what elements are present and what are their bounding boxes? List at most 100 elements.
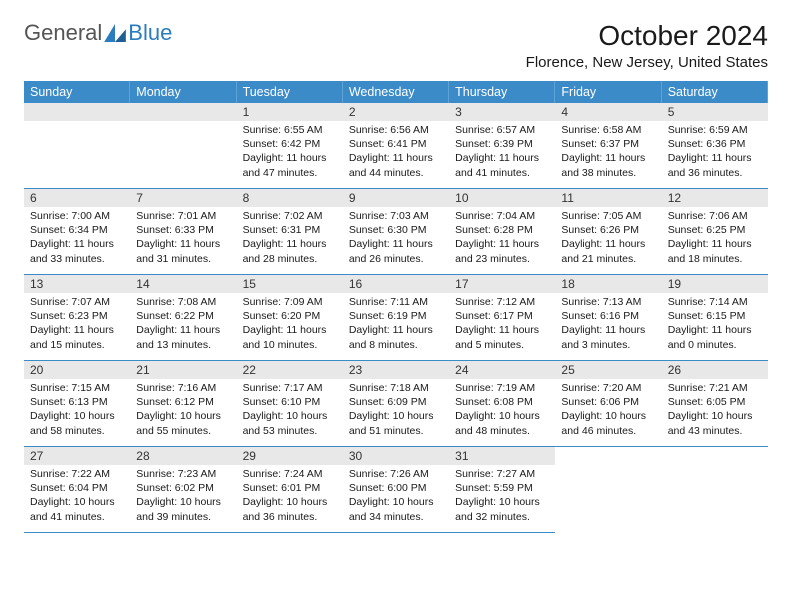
day-body: Sunrise: 7:23 AMSunset: 6:02 PMDaylight:…	[130, 465, 236, 532]
calendar-cell: 4Sunrise: 6:58 AMSunset: 6:37 PMDaylight…	[555, 103, 661, 189]
sunset-line: Sunset: 6:09 PM	[349, 395, 443, 409]
day-number: 4	[555, 103, 661, 121]
day-number: 13	[24, 275, 130, 293]
logo: General Blue	[24, 20, 172, 46]
sunset-line: Sunset: 6:10 PM	[243, 395, 337, 409]
day-number: 20	[24, 361, 130, 379]
sunset-line: Sunset: 6:30 PM	[349, 223, 443, 237]
sunrise-line: Sunrise: 7:06 AM	[668, 209, 762, 223]
calendar-cell: 8Sunrise: 7:02 AMSunset: 6:31 PMDaylight…	[237, 189, 343, 275]
sunset-line: Sunset: 6:19 PM	[349, 309, 443, 323]
day-number: 15	[237, 275, 343, 293]
calendar-cell: 2Sunrise: 6:56 AMSunset: 6:41 PMDaylight…	[343, 103, 449, 189]
calendar-cell: 27Sunrise: 7:22 AMSunset: 6:04 PMDayligh…	[24, 447, 130, 533]
day-body: Sunrise: 7:16 AMSunset: 6:12 PMDaylight:…	[130, 379, 236, 446]
daylight-line: Daylight: 10 hours and 55 minutes.	[136, 409, 230, 437]
day-number: 10	[449, 189, 555, 207]
sunrise-line: Sunrise: 6:55 AM	[243, 123, 337, 137]
logo-text-blue: Blue	[128, 20, 172, 46]
sunset-line: Sunset: 6:39 PM	[455, 137, 549, 151]
daylight-line: Daylight: 10 hours and 58 minutes.	[30, 409, 124, 437]
day-body	[130, 121, 236, 188]
sunrise-line: Sunrise: 7:24 AM	[243, 467, 337, 481]
day-body: Sunrise: 7:06 AMSunset: 6:25 PMDaylight:…	[662, 207, 768, 274]
calendar-cell: 9Sunrise: 7:03 AMSunset: 6:30 PMDaylight…	[343, 189, 449, 275]
sunset-line: Sunset: 6:20 PM	[243, 309, 337, 323]
day-body: Sunrise: 6:59 AMSunset: 6:36 PMDaylight:…	[662, 121, 768, 188]
day-body: Sunrise: 7:04 AMSunset: 6:28 PMDaylight:…	[449, 207, 555, 274]
daylight-line: Daylight: 10 hours and 53 minutes.	[243, 409, 337, 437]
daylight-line: Daylight: 11 hours and 31 minutes.	[136, 237, 230, 265]
day-number: 17	[449, 275, 555, 293]
sunrise-line: Sunrise: 7:07 AM	[30, 295, 124, 309]
daylight-line: Daylight: 11 hours and 3 minutes.	[561, 323, 655, 351]
day-number: 30	[343, 447, 449, 465]
daylight-line: Daylight: 10 hours and 32 minutes.	[455, 495, 549, 523]
day-number: 21	[130, 361, 236, 379]
daylight-line: Daylight: 11 hours and 28 minutes.	[243, 237, 337, 265]
sunrise-line: Sunrise: 7:22 AM	[30, 467, 124, 481]
day-number: 1	[237, 103, 343, 121]
sunrise-line: Sunrise: 7:05 AM	[561, 209, 655, 223]
weekday-header: Saturday	[662, 81, 768, 103]
sunrise-line: Sunrise: 6:57 AM	[455, 123, 549, 137]
sunset-line: Sunset: 6:28 PM	[455, 223, 549, 237]
day-number	[662, 447, 768, 465]
day-number: 19	[662, 275, 768, 293]
daylight-line: Daylight: 10 hours and 46 minutes.	[561, 409, 655, 437]
calendar-cell: 5Sunrise: 6:59 AMSunset: 6:36 PMDaylight…	[662, 103, 768, 189]
calendar-cell: 15Sunrise: 7:09 AMSunset: 6:20 PMDayligh…	[237, 275, 343, 361]
day-number: 25	[555, 361, 661, 379]
calendar-cell: 19Sunrise: 7:14 AMSunset: 6:15 PMDayligh…	[662, 275, 768, 361]
day-body: Sunrise: 7:17 AMSunset: 6:10 PMDaylight:…	[237, 379, 343, 446]
sunset-line: Sunset: 6:05 PM	[668, 395, 762, 409]
day-body: Sunrise: 7:22 AMSunset: 6:04 PMDaylight:…	[24, 465, 130, 532]
day-body: Sunrise: 7:18 AMSunset: 6:09 PMDaylight:…	[343, 379, 449, 446]
calendar-cell	[662, 447, 768, 533]
sunset-line: Sunset: 6:31 PM	[243, 223, 337, 237]
sunset-line: Sunset: 6:25 PM	[668, 223, 762, 237]
calendar-cell	[555, 447, 661, 533]
sunrise-line: Sunrise: 7:00 AM	[30, 209, 124, 223]
calendar-cell: 26Sunrise: 7:21 AMSunset: 6:05 PMDayligh…	[662, 361, 768, 447]
calendar-cell: 10Sunrise: 7:04 AMSunset: 6:28 PMDayligh…	[449, 189, 555, 275]
calendar-cell: 3Sunrise: 6:57 AMSunset: 6:39 PMDaylight…	[449, 103, 555, 189]
day-body: Sunrise: 7:09 AMSunset: 6:20 PMDaylight:…	[237, 293, 343, 360]
day-number: 23	[343, 361, 449, 379]
daylight-line: Daylight: 10 hours and 41 minutes.	[30, 495, 124, 523]
sunset-line: Sunset: 6:17 PM	[455, 309, 549, 323]
sunset-line: Sunset: 6:34 PM	[30, 223, 124, 237]
calendar-cell: 13Sunrise: 7:07 AMSunset: 6:23 PMDayligh…	[24, 275, 130, 361]
day-body: Sunrise: 7:12 AMSunset: 6:17 PMDaylight:…	[449, 293, 555, 360]
daylight-line: Daylight: 11 hours and 47 minutes.	[243, 151, 337, 179]
daylight-line: Daylight: 11 hours and 33 minutes.	[30, 237, 124, 265]
day-number: 27	[24, 447, 130, 465]
day-body: Sunrise: 6:55 AMSunset: 6:42 PMDaylight:…	[237, 121, 343, 188]
daylight-line: Daylight: 11 hours and 21 minutes.	[561, 237, 655, 265]
logo-text-general: General	[24, 20, 102, 46]
calendar-grid: SundayMondayTuesdayWednesdayThursdayFrid…	[24, 81, 768, 533]
sunset-line: Sunset: 6:16 PM	[561, 309, 655, 323]
day-body: Sunrise: 7:08 AMSunset: 6:22 PMDaylight:…	[130, 293, 236, 360]
sunrise-line: Sunrise: 7:15 AM	[30, 381, 124, 395]
calendar-cell: 17Sunrise: 7:12 AMSunset: 6:17 PMDayligh…	[449, 275, 555, 361]
sunrise-line: Sunrise: 6:56 AM	[349, 123, 443, 137]
sunset-line: Sunset: 6:08 PM	[455, 395, 549, 409]
daylight-line: Daylight: 11 hours and 8 minutes.	[349, 323, 443, 351]
day-number: 8	[237, 189, 343, 207]
daylight-line: Daylight: 11 hours and 18 minutes.	[668, 237, 762, 265]
day-body: Sunrise: 6:58 AMSunset: 6:37 PMDaylight:…	[555, 121, 661, 188]
day-number: 16	[343, 275, 449, 293]
day-number: 12	[662, 189, 768, 207]
daylight-line: Daylight: 11 hours and 15 minutes.	[30, 323, 124, 351]
sunrise-line: Sunrise: 7:18 AM	[349, 381, 443, 395]
day-body	[24, 121, 130, 188]
page-title: October 2024	[526, 20, 768, 52]
daylight-line: Daylight: 11 hours and 13 minutes.	[136, 323, 230, 351]
sunset-line: Sunset: 6:15 PM	[668, 309, 762, 323]
daylight-line: Daylight: 10 hours and 36 minutes.	[243, 495, 337, 523]
day-number: 9	[343, 189, 449, 207]
day-body: Sunrise: 6:57 AMSunset: 6:39 PMDaylight:…	[449, 121, 555, 188]
day-body: Sunrise: 7:20 AMSunset: 6:06 PMDaylight:…	[555, 379, 661, 446]
sunrise-line: Sunrise: 7:13 AM	[561, 295, 655, 309]
